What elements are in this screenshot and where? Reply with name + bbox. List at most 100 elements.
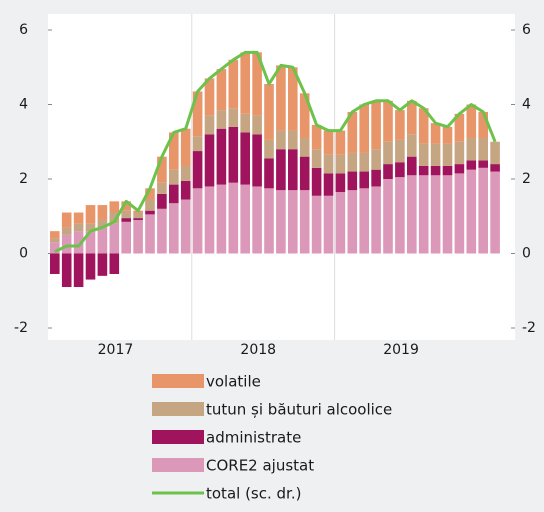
bar-segment [204, 78, 215, 116]
bar-segment [145, 214, 155, 254]
bar-segment [347, 190, 358, 254]
bar-segment [299, 138, 310, 157]
bar-segment [418, 175, 429, 254]
bar-segment [430, 143, 441, 166]
bar-segment [288, 149, 298, 191]
bar-segment [264, 188, 274, 254]
bar-segment [133, 212, 143, 219]
bar-segment [264, 84, 274, 140]
bar-segment [466, 169, 477, 254]
bar-segment [323, 195, 334, 254]
bar-segment [216, 69, 227, 111]
bar-segment [109, 223, 120, 254]
bar-segment [454, 113, 465, 142]
bar-segment [133, 219, 143, 254]
bar-segment [466, 138, 477, 161]
bar-segment [311, 167, 322, 196]
bar-segment [240, 184, 250, 254]
bar-segment [157, 156, 167, 183]
bar-segment [61, 227, 72, 235]
bar-segment [466, 104, 477, 139]
bar-segment [204, 186, 215, 254]
bar-segment [109, 201, 120, 213]
bar-segment [323, 173, 334, 196]
bar-segment [192, 91, 203, 137]
bar-segment [395, 177, 405, 254]
y2-tick-label: 6 [522, 22, 531, 38]
bar-segment [50, 253, 60, 274]
bar-segment [121, 221, 131, 254]
bar-segment [109, 253, 120, 274]
bar-segment [490, 141, 500, 165]
bar-segment [335, 154, 346, 174]
bar-segment [169, 203, 179, 254]
bar-segment [478, 167, 488, 254]
bar-segment [97, 227, 108, 254]
x-year-label: 2018 [240, 342, 276, 358]
bar-segment [85, 253, 96, 280]
bar-segment [395, 162, 405, 178]
bar-segment [347, 152, 358, 172]
bar-segment [97, 253, 108, 276]
bar-segment [299, 93, 310, 139]
bar-segment [121, 210, 131, 219]
y2-tick-label: 4 [522, 97, 531, 113]
bar-segment [371, 186, 381, 254]
bar-segment [323, 130, 334, 155]
y2-tick-label: 0 [522, 246, 531, 262]
bar-segment [228, 126, 239, 183]
bar-segment [442, 165, 453, 176]
bar-segment [383, 164, 393, 179]
bar-segment [73, 212, 84, 224]
bar-segment [299, 156, 310, 191]
bar-segment [335, 130, 346, 155]
legend-swatch [152, 374, 204, 388]
bar-segment [204, 134, 215, 187]
bar-segment [145, 199, 155, 211]
bar-segment [335, 173, 346, 193]
legend-label: CORE2 ajustat [206, 457, 314, 475]
y2-tick-label: 2 [522, 171, 531, 187]
bar-segment [157, 208, 167, 254]
bar-segment [430, 123, 441, 144]
x-year-label: 2019 [383, 342, 419, 358]
bar-segment [180, 165, 191, 181]
bar-segment [347, 171, 358, 191]
bar-segment [157, 182, 167, 194]
bar-segment [97, 205, 108, 220]
bar-segment [383, 100, 393, 142]
bar-segment [323, 154, 334, 174]
bar-segment [109, 212, 120, 224]
bar-segment [276, 149, 286, 191]
bar-segment [478, 111, 488, 139]
bar-segment [359, 152, 369, 172]
bar-segment [216, 110, 227, 129]
bar-segment [73, 253, 84, 288]
x-year-label: 2017 [98, 342, 134, 358]
bar-segment [276, 65, 286, 131]
bar-segment [407, 175, 417, 254]
bar-segment [371, 169, 381, 187]
bar-segment [61, 253, 72, 288]
bar-segment [359, 104, 369, 153]
bar-segment [204, 115, 215, 135]
bar-segment [442, 143, 453, 166]
bar-segment [85, 231, 96, 254]
bar-segment [276, 130, 286, 150]
bar-segment [216, 184, 227, 254]
bar-segment [192, 188, 203, 254]
y-tick-label: 6 [19, 22, 28, 38]
bar-segment [61, 212, 72, 228]
bar-segment [73, 231, 84, 254]
bar-segment [430, 165, 441, 176]
bar-segment [359, 171, 369, 189]
bar-segment [192, 136, 203, 152]
bar-segment [264, 158, 274, 189]
bar-segment [240, 132, 250, 185]
bar-segment [252, 52, 262, 116]
legend-label: tutun și băuturi alcoolice [206, 401, 392, 419]
bar-segment [407, 134, 417, 157]
bar-segment [359, 188, 369, 254]
bar-segment [288, 130, 298, 150]
bar-segment [418, 143, 429, 166]
